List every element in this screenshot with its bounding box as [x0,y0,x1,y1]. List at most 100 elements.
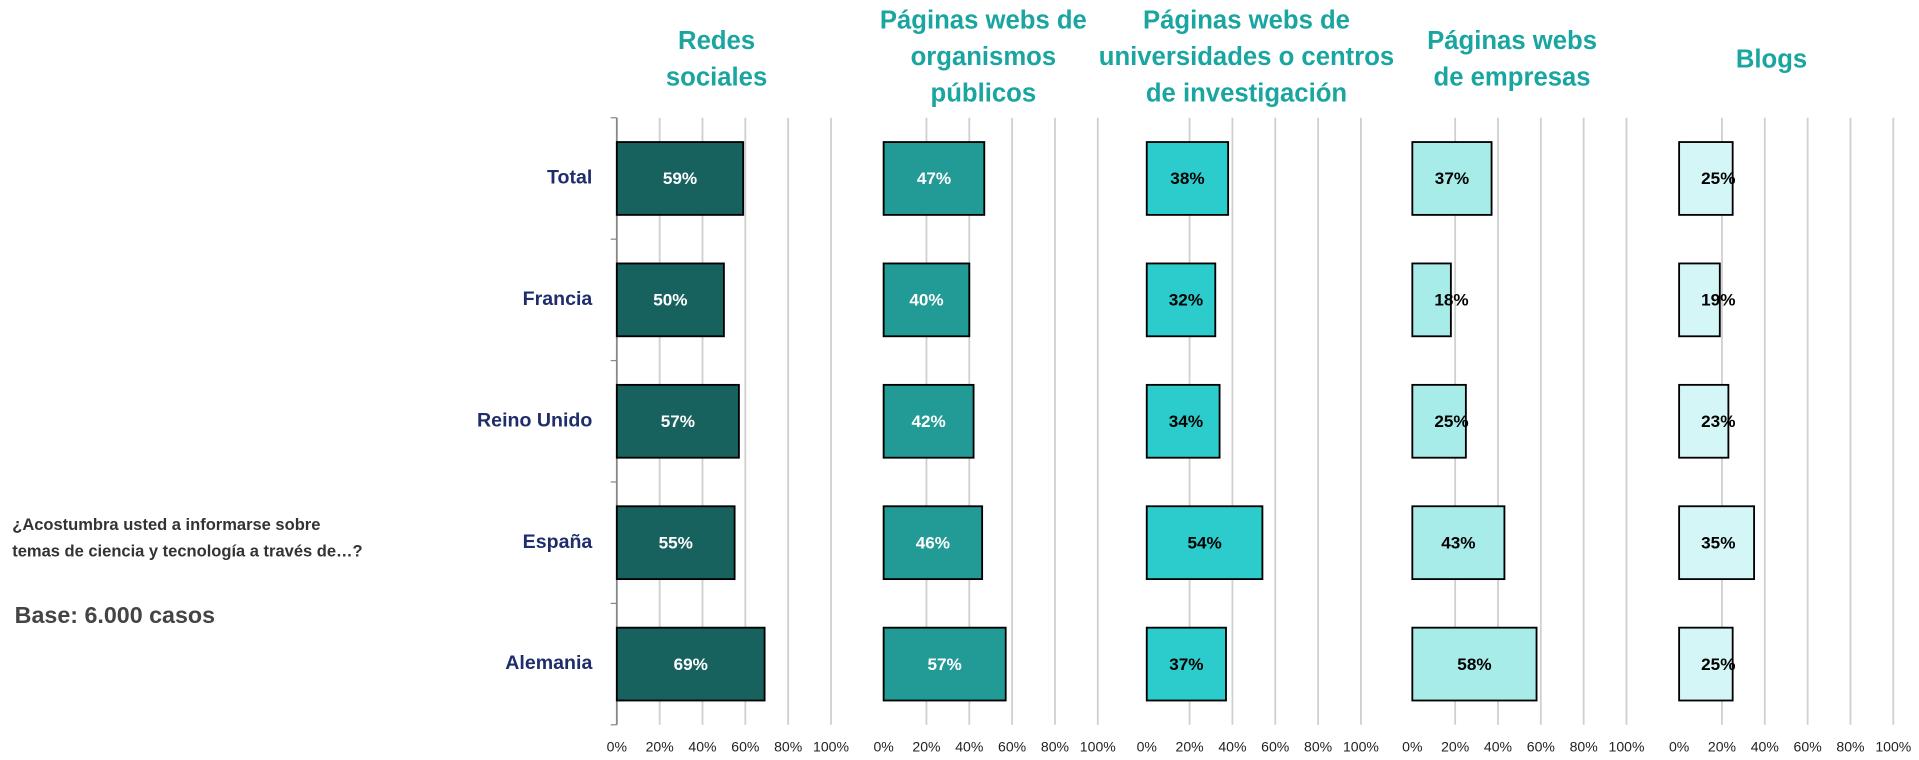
bar [882,141,986,216]
x-tick-label: 60% [731,739,759,755]
bar [1145,626,1227,702]
x-tick-label: 0% [1669,739,1689,755]
value-label: 46% [916,533,950,552]
value-label: 23% [1701,412,1735,431]
question: ¿Acostumbra usted a informarse sobre [12,516,320,534]
panel-title: organismos [911,43,1057,71]
value-label: 57% [928,655,962,674]
value-label: 55% [659,533,693,552]
category-label: Reino Unido [477,409,592,431]
x-tick-label: 80% [1041,739,1069,755]
value-label: 35% [1701,533,1735,552]
panel-title: Redes [678,27,755,55]
bar [882,505,984,581]
x-tick-label: 20% [1708,739,1736,755]
value-label: 25% [1701,655,1735,674]
bar [1145,505,1264,581]
x-tick-label: 60% [1261,739,1289,755]
x-tick-label: 80% [1836,739,1864,755]
x-tick-label: 40% [1751,739,1779,755]
bar [1411,383,1467,459]
value-label: 38% [1170,169,1204,188]
bar [1678,262,1721,338]
value-label: 40% [909,291,943,310]
x-tick-label: 100% [1343,739,1379,755]
category-label: España [523,531,593,553]
x-tick-label: 100% [1080,739,1116,755]
bar [1411,262,1452,338]
value-label: 42% [911,412,945,431]
value-label: 32% [1169,291,1203,310]
value-label: 43% [1441,533,1475,552]
x-tick-label: 60% [1794,739,1822,755]
x-tick-label: 80% [774,739,802,755]
bar [1145,262,1217,338]
x-tick-label: 0% [873,739,893,755]
value-label: 37% [1435,169,1469,188]
x-tick-label: 20% [1176,739,1204,755]
x-tick-label: 100% [1609,739,1645,755]
bar [1678,626,1734,702]
panel-title: Páginas webs de [880,7,1087,35]
bar [615,626,766,702]
bar [1678,141,1734,216]
x-tick-label: 20% [1441,739,1469,755]
value-label: 25% [1701,169,1735,188]
x-tick-label: 0% [607,739,627,755]
value-label: 25% [1434,412,1468,431]
value-label: 19% [1701,291,1735,310]
bar [615,262,725,338]
panel-title: Páginas webs [1427,27,1597,55]
bar [1678,505,1756,581]
panel-title: de investigación [1146,80,1347,108]
bar [615,383,740,459]
value-label: 50% [653,291,687,310]
bar [1411,141,1493,216]
value-label: 34% [1169,412,1203,431]
bar [882,626,1007,702]
x-tick-label: 20% [912,739,940,755]
x-tick-label: 40% [1218,739,1246,755]
x-tick-label: 20% [646,739,674,755]
panel-title: Blogs [1736,46,1807,74]
value-label: 47% [917,169,951,188]
category-label: Francia [523,288,593,310]
value-label: 18% [1434,291,1468,310]
x-tick-label: 40% [955,739,983,755]
value-label: 37% [1169,655,1203,674]
bar [882,383,975,459]
value-label: 69% [674,655,708,674]
category-label: Total [547,167,592,189]
panel-title: de empresas [1434,64,1591,92]
x-tick-label: 100% [1875,739,1911,755]
bar [1145,383,1221,459]
bar [1145,141,1230,216]
question: temas de ciencia y tecnología a través d… [12,543,362,561]
bar [1411,626,1538,702]
value-label: 57% [661,412,695,431]
x-tick-label: 0% [1137,739,1157,755]
bar [1678,383,1730,459]
x-tick-label: 40% [1484,739,1512,755]
category-label: Alemania [505,652,592,674]
x-tick-label: 80% [1570,739,1598,755]
panel-title: universidades o centros [1099,43,1394,71]
x-tick-label: 60% [1527,739,1555,755]
panel-title: Páginas webs de [1143,7,1350,35]
x-tick-label: 100% [813,739,849,755]
x-tick-label: 80% [1304,739,1332,755]
base: Base: 6.000 casos [15,602,215,628]
value-label: 59% [663,169,697,188]
bar [615,505,736,581]
bar [615,141,745,216]
value-label: 54% [1187,533,1221,552]
x-tick-label: 60% [998,739,1026,755]
x-tick-label: 0% [1402,739,1422,755]
bar [1411,505,1506,581]
panel-title: públicos [931,80,1037,108]
value-label: 58% [1457,655,1491,674]
bar [882,262,971,338]
panel-title: sociales [666,64,767,92]
